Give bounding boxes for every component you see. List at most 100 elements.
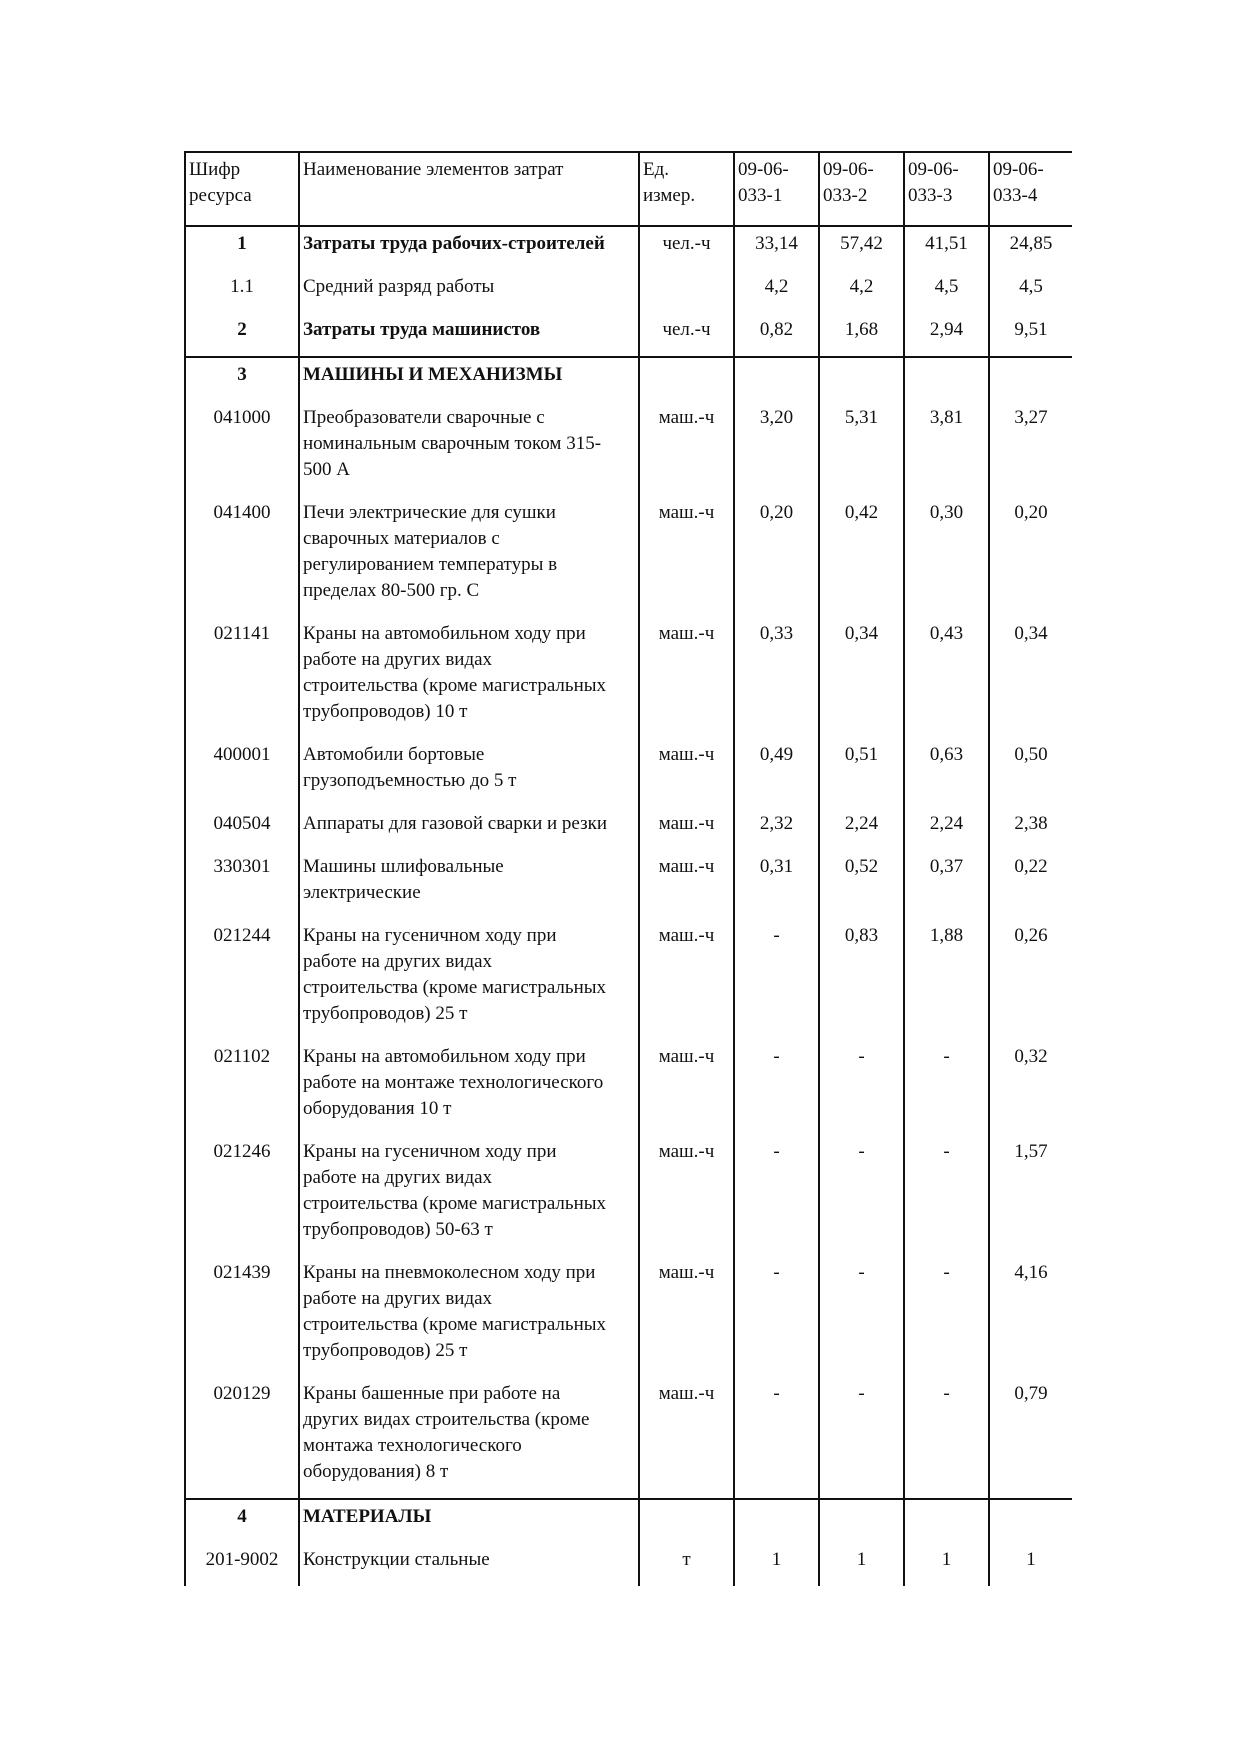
header-unit: Ед. измер. (638, 151, 735, 227)
cell-value-3: - (903, 1256, 990, 1377)
cell-value-1 (733, 357, 820, 401)
cell-value-2: - (818, 1377, 905, 1500)
cell-value-1: 4,2 (733, 270, 820, 313)
cell-value-2 (818, 1499, 905, 1543)
table-row: 021244 Краны на гусеничном ходу при работ… (184, 919, 1072, 1040)
cell-value-3: 0,37 (903, 850, 990, 919)
cell-code: 021141 (184, 617, 300, 738)
cell-value-4: 0,34 (988, 617, 1072, 738)
table-row: 021102 Краны на автомобильном ходу при ра… (184, 1040, 1072, 1135)
cell-value-3: 0,63 (903, 738, 990, 807)
cell-code: 021244 (184, 919, 300, 1040)
cell-value-1: 0,31 (733, 850, 820, 919)
cell-name: Краны башенные при работе на других вида… (298, 1377, 640, 1500)
cell-unit (638, 270, 735, 313)
cell-unit: чел.-ч (638, 313, 735, 358)
cell-value-4 (988, 357, 1072, 401)
cell-value-3: 4,5 (903, 270, 990, 313)
cell-value-4: 0,32 (988, 1040, 1072, 1135)
cell-value-4 (988, 1499, 1072, 1543)
cell-value-4: 1,57 (988, 1135, 1072, 1256)
cell-value-3: 1,88 (903, 919, 990, 1040)
cell-value-2: 0,52 (818, 850, 905, 919)
cell-code: 2 (184, 313, 300, 358)
table-row: 041400 Печи электрические для сушки сваро… (184, 496, 1072, 617)
cell-value-1: - (733, 1135, 820, 1256)
cell-value-4: 3,27 (988, 401, 1072, 496)
cell-value-3 (903, 357, 990, 401)
cell-value-3: 1 (903, 1543, 990, 1586)
cell-code: 4 (184, 1499, 300, 1543)
cell-value-2: 0,51 (818, 738, 905, 807)
cell-value-3: - (903, 1040, 990, 1135)
cell-value-4: 0,79 (988, 1377, 1072, 1500)
header-col-4: 09-06- 033-4 (988, 151, 1072, 227)
cell-code: 400001 (184, 738, 300, 807)
cell-name: Машины шлифовальные электрические (298, 850, 640, 919)
cell-unit: маш.-ч (638, 496, 735, 617)
cell-code: 021246 (184, 1135, 300, 1256)
cell-name: Аппараты для газовой сварки и резки (298, 807, 640, 850)
cell-name: МАШИНЫ И МЕХАНИЗМЫ (298, 357, 640, 401)
cell-code: 1.1 (184, 270, 300, 313)
cell-code: 041000 (184, 401, 300, 496)
table-row: 020129 Краны башенные при работе на други… (184, 1377, 1072, 1500)
cell-value-1: 33,14 (733, 226, 820, 270)
cell-value-4: 9,51 (988, 313, 1072, 358)
cell-name: Печи электрические для сушки сварочных м… (298, 496, 640, 617)
cell-value-2 (818, 357, 905, 401)
cell-value-2: 57,42 (818, 226, 905, 270)
cell-name: МАТЕРИАЛЫ (298, 1499, 640, 1543)
cell-unit: маш.-ч (638, 401, 735, 496)
header-col-1: 09-06- 033-1 (733, 151, 820, 227)
table-row: 400001 Автомобили бортовые грузоподъемнос… (184, 738, 1072, 807)
cell-unit: маш.-ч (638, 850, 735, 919)
cell-value-1 (733, 1499, 820, 1543)
cell-value-1: 1 (733, 1543, 820, 1586)
cell-code: 041400 (184, 496, 300, 617)
cell-value-3: 2,94 (903, 313, 990, 358)
cell-name: Краны на гусеничном ходу при работе на д… (298, 919, 640, 1040)
cell-unit: маш.-ч (638, 1256, 735, 1377)
cell-name: Краны на автомобильном ходу при работе н… (298, 617, 640, 738)
table-row: 1.1 Средний разряд работы 4,2 4,2 4,5 4,5 (184, 270, 1072, 313)
cell-name: Затраты труда машинистов (298, 313, 640, 358)
cell-unit: маш.-ч (638, 738, 735, 807)
cell-value-1: 0,49 (733, 738, 820, 807)
cell-value-1: 0,82 (733, 313, 820, 358)
cell-value-2: 1 (818, 1543, 905, 1586)
cell-value-3: 0,30 (903, 496, 990, 617)
cell-name: Преобразователи сварочные с номинальным … (298, 401, 640, 496)
cell-name: Краны на гусеничном ходу при работе на д… (298, 1135, 640, 1256)
header-code: Шифр ресурса (184, 151, 300, 227)
cell-name: Автомобили бортовые грузоподъемностью до… (298, 738, 640, 807)
table-row: 4 МАТЕРИАЛЫ (184, 1499, 1072, 1543)
cell-value-1: - (733, 1040, 820, 1135)
cell-value-4: 0,20 (988, 496, 1072, 617)
cell-name: Краны на пневмоколесном ходу при работе … (298, 1256, 640, 1377)
cell-value-4: 2,38 (988, 807, 1072, 850)
cell-value-2: 2,24 (818, 807, 905, 850)
resource-table-container: Шифр ресурса Наименование элементов затр… (184, 151, 1072, 1611)
cell-value-1: 0,20 (733, 496, 820, 617)
cell-value-4: 4,5 (988, 270, 1072, 313)
header-row: Шифр ресурса Наименование элементов затр… (184, 151, 1072, 227)
table-row: 2 Затраты труда машинистов чел.-ч 0,82 1,68 2… (184, 313, 1072, 358)
cell-unit: т (638, 1543, 735, 1586)
cell-value-1: 2,32 (733, 807, 820, 850)
cell-value-4: 0,26 (988, 919, 1072, 1040)
cell-unit: маш.-ч (638, 807, 735, 850)
cell-value-4: 1 (988, 1543, 1072, 1586)
cell-value-2: - (818, 1256, 905, 1377)
resource-table: Шифр ресурса Наименование элементов затр… (184, 151, 1072, 1586)
cell-value-3: 3,81 (903, 401, 990, 496)
cell-unit: маш.-ч (638, 1377, 735, 1500)
cell-value-3: 2,24 (903, 807, 990, 850)
cell-value-2: - (818, 1040, 905, 1135)
table-row: 041000 Преобразователи сварочные с номина… (184, 401, 1072, 496)
cell-unit: маш.-ч (638, 617, 735, 738)
cell-code: 021102 (184, 1040, 300, 1135)
table-row: 040504 Аппараты для газовой сварки и резк… (184, 807, 1072, 850)
cell-unit: чел.-ч (638, 226, 735, 270)
table-row: 3 МАШИНЫ И МЕХАНИЗМЫ (184, 357, 1072, 401)
